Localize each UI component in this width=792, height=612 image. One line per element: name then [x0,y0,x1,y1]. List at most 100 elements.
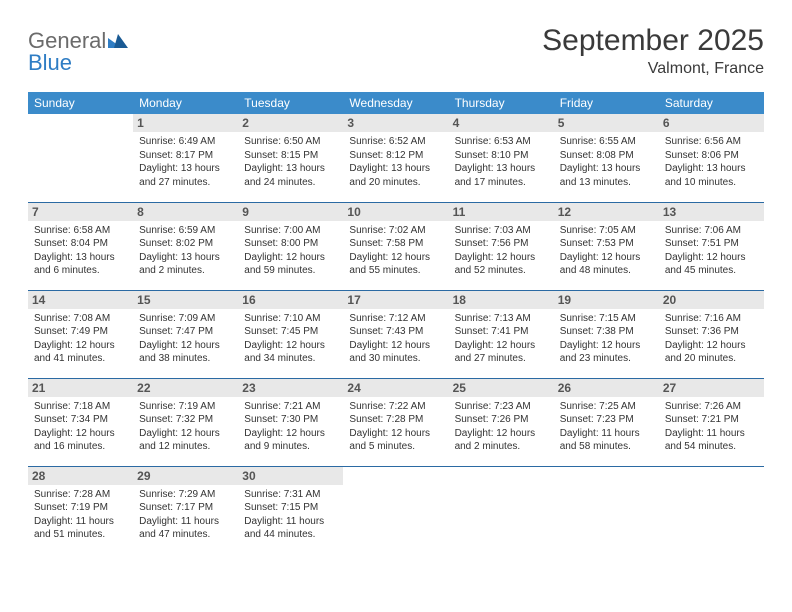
sunset-value: 8:00 PM [281,238,318,249]
sunrise-label: Sunrise: [139,225,176,236]
sunset-label: Sunset: [139,150,173,161]
sunrise-label: Sunrise: [34,225,71,236]
day-number: 13 [659,203,764,221]
sunrise-value: 7:25 AM [599,401,636,412]
sunrise-value: 6:56 AM [704,136,741,147]
sunrise-value: 7:19 AM [179,401,216,412]
sunrise-label: Sunrise: [244,225,281,236]
weekday-header: Tuesday [238,92,343,114]
sunrise-label: Sunrise: [244,136,281,147]
sunrise-value: 7:06 AM [704,225,741,236]
day-number: 5 [554,114,659,132]
calendar-day-cell: 25Sunrise: 7:23 AMSunset: 7:26 PMDayligh… [449,378,554,466]
calendar-day-cell: 15Sunrise: 7:09 AMSunset: 7:47 PMDayligh… [133,290,238,378]
calendar-week: 7Sunrise: 6:58 AMSunset: 8:04 PMDaylight… [28,202,764,290]
day-info: Sunrise: 7:15 AMSunset: 7:38 PMDaylight:… [560,312,653,366]
daylight-label: Daylight: [560,340,599,351]
day-number: 4 [449,114,554,132]
sunrise-label: Sunrise: [34,489,71,500]
day-info: Sunrise: 7:31 AMSunset: 7:15 PMDaylight:… [244,488,337,542]
sunset-value: 7:53 PM [596,238,633,249]
day-info: Sunrise: 7:25 AMSunset: 7:23 PMDaylight:… [560,400,653,454]
sunset-value: 8:15 PM [281,150,318,161]
sunrise-value: 7:02 AM [389,225,426,236]
calendar-day-cell: 7Sunrise: 6:58 AMSunset: 8:04 PMDaylight… [28,202,133,290]
daylight-label: Daylight: [244,428,283,439]
calendar-day-cell: 19 Sunrise: 7:15 AMSunset: 7:38 PMDayligh… [554,290,659,378]
daylight-label: Daylight: [560,163,599,174]
sunrise-value: 7:23 AM [494,401,531,412]
daylight-label: Daylight: [139,252,178,263]
daylight-label: Daylight: [349,163,388,174]
sunset-value: 7:23 PM [596,414,633,425]
calendar-day-cell: 16Sunrise: 7:10 AMSunset: 7:45 PMDayligh… [238,290,343,378]
sunrise-label: Sunrise: [244,313,281,324]
daylight-label: Daylight: [349,340,388,351]
day-number: 25 [449,379,554,397]
calendar-day-cell [554,466,659,554]
sunset-value: 7:43 PM [386,326,423,337]
sunset-label: Sunset: [665,326,699,337]
day-number: 21 [28,379,133,397]
day-info: Sunrise: 7:00 AMSunset: 8:00 PMDaylight:… [244,224,337,278]
calendar-day-cell: 20Sunrise: 7:16 AMSunset: 7:36 PMDayligh… [659,290,764,378]
sunrise-value: 7:18 AM [73,401,110,412]
day-number: 26 [554,379,659,397]
sunset-value: 7:34 PM [71,414,108,425]
calendar-day-cell: 5Sunrise: 6:55 AMSunset: 8:08 PMDaylight… [554,114,659,202]
day-info: Sunrise: 7:21 AMSunset: 7:30 PMDaylight:… [244,400,337,454]
sunset-label: Sunset: [244,326,278,337]
sunrise-value: 6:59 AM [179,225,216,236]
sunset-label: Sunset: [244,150,278,161]
calendar-day-cell: 23 Sunrise: 7:21 AMSunset: 7:30 PMDayligh… [238,378,343,466]
daylight-label: Daylight: [455,252,494,263]
sunset-value: 8:12 PM [386,150,423,161]
daylight-label: Daylight: [34,252,73,263]
day-info: Sunrise: 6:49 AMSunset: 8:17 PMDaylight:… [139,135,232,189]
day-number: 2 [238,114,343,132]
calendar-day-cell [659,466,764,554]
sunrise-value: 7:10 AM [284,313,321,324]
sunrise-value: 7:31 AM [284,489,321,500]
sunrise-value: 7:21 AM [284,401,321,412]
sunset-label: Sunset: [139,502,173,513]
daylight-label: Daylight: [455,428,494,439]
calendar-day-cell: 11Sunrise: 7:03 AMSunset: 7:56 PMDayligh… [449,202,554,290]
weekday-header: Sunday [28,92,133,114]
sunset-value: 7:21 PM [702,414,739,425]
calendar-week: 1 Sunrise: 6:49 AMSunset: 8:17 PMDaylight… [28,114,764,202]
day-number: 23 [238,379,343,397]
sunset-label: Sunset: [349,150,383,161]
sunset-value: 7:51 PM [702,238,739,249]
calendar-day-cell: 6Sunrise: 6:56 AMSunset: 8:06 PMDaylight… [659,114,764,202]
sunrise-value: 7:12 AM [389,313,426,324]
sunset-value: 7:32 PM [176,414,213,425]
calendar-day-cell: 13Sunrise: 7:06 AMSunset: 7:51 PMDayligh… [659,202,764,290]
calendar-day-cell: 2Sunrise: 6:50 AMSunset: 8:15 PMDaylight… [238,114,343,202]
sunrise-label: Sunrise: [244,489,281,500]
sunset-label: Sunset: [139,238,173,249]
daylight-label: Daylight: [665,163,704,174]
sunset-value: 7:15 PM [281,502,318,513]
day-number: 1 [133,114,238,132]
calendar-head: SundayMondayTuesdayWednesdayThursdayFrid… [28,92,764,114]
sunset-value: 7:41 PM [491,326,528,337]
day-number: 12 [554,203,659,221]
header: General Blue September 2025 Valmont, Fra… [28,24,764,78]
day-info: Sunrise: 7:29 AMSunset: 7:17 PMDaylight:… [139,488,232,542]
day-info: Sunrise: 7:23 AMSunset: 7:26 PMDaylight:… [455,400,548,454]
sunset-label: Sunset: [455,414,489,425]
calendar-body: 1 Sunrise: 6:49 AMSunset: 8:17 PMDaylight… [28,114,764,554]
calendar-day-cell: 21Sunrise: 7:18 AMSunset: 7:34 PMDayligh… [28,378,133,466]
sunset-label: Sunset: [34,326,68,337]
sunset-value: 8:06 PM [702,150,739,161]
day-number: 19 [554,291,659,309]
day-info: Sunrise: 7:13 AMSunset: 7:41 PMDaylight:… [455,312,548,366]
sunrise-value: 7:13 AM [494,313,531,324]
sunset-value: 8:10 PM [491,150,528,161]
sunset-label: Sunset: [34,414,68,425]
calendar-day-cell: 4Sunrise: 6:53 AMSunset: 8:10 PMDaylight… [449,114,554,202]
day-number: 8 [133,203,238,221]
daylight-label: Daylight: [560,252,599,263]
day-number: 22 [133,379,238,397]
